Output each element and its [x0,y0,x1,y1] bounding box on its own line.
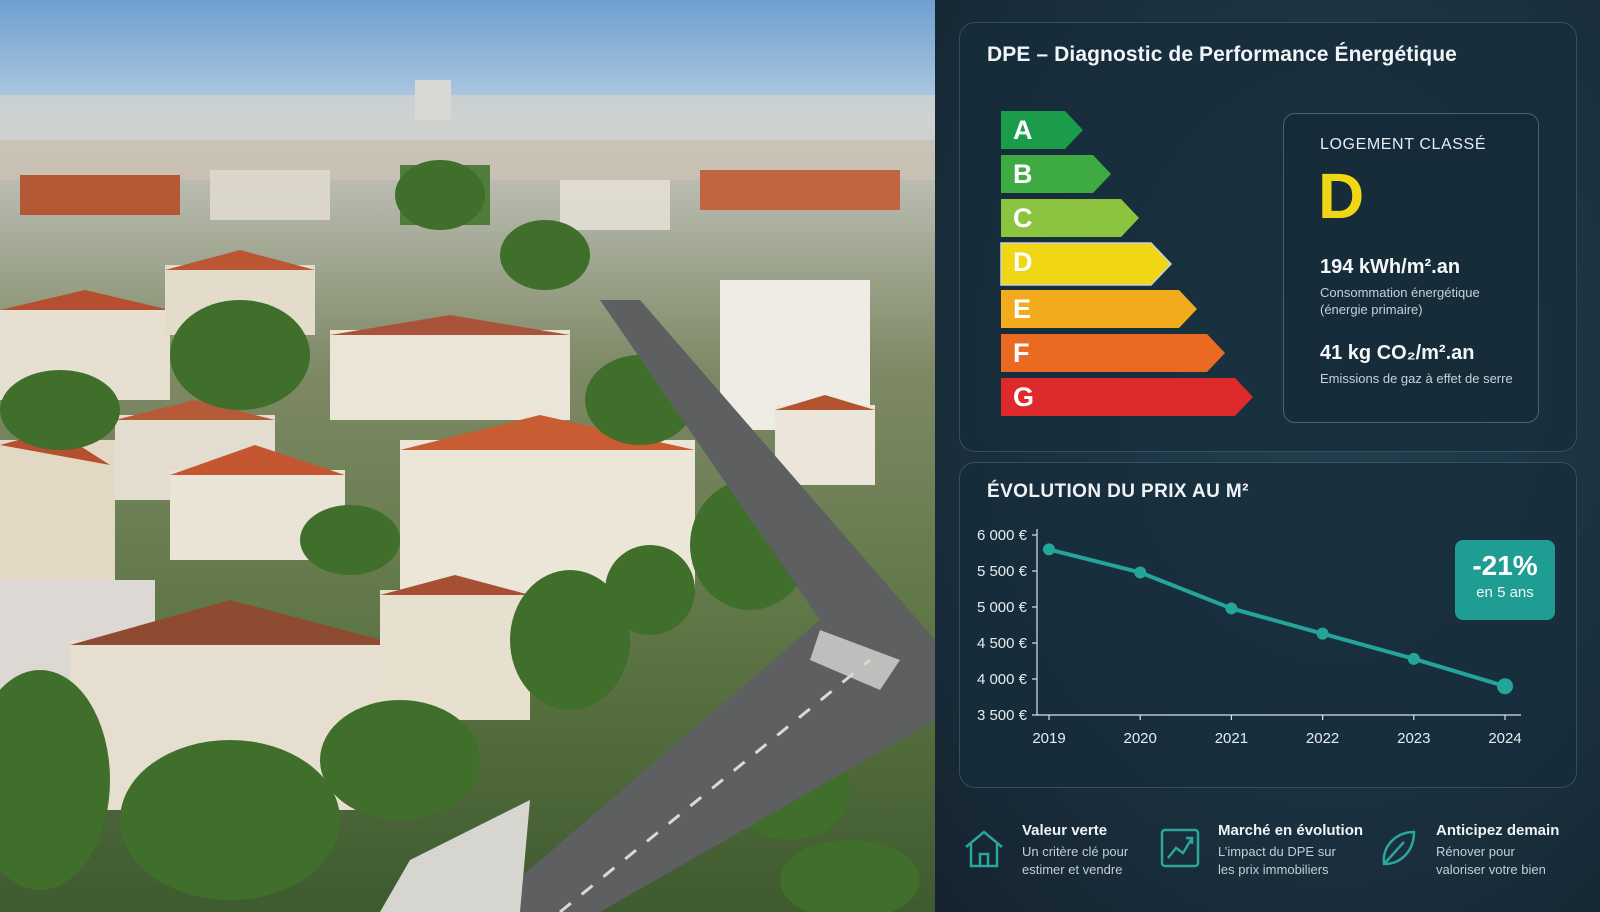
aerial-photo-illustration [0,80,935,912]
energy-class-arrow-a [1001,111,1083,149]
energy-class-label-g: G [1013,382,1035,412]
x-tick-label: 2019 [1032,730,1065,747]
energy-class-label-d: D [1013,247,1033,277]
price-data-point [1043,543,1055,556]
energy-class-label-a: A [1013,115,1033,145]
feature-title: Marché en évolution [1218,822,1364,839]
feature-title: Anticipez demain [1436,822,1560,839]
classification-box: LOGEMENT CLASSÉ D 194 kWh/m².an Consomma… [1283,113,1539,423]
aerial-city-photo [0,0,935,912]
price-change-badge: -21% en 5 ans [1455,540,1555,620]
house-icon [965,830,1003,868]
price-data-point [1316,627,1329,640]
y-tick-label: 5 500 € [977,563,1028,580]
energy-class-arrow-b [1001,155,1111,193]
energy-class-arrow-d [1000,242,1173,286]
price-change-period: en 5 ans [1476,584,1534,601]
emissions-description: Emissions de gaz à effet de serre [1320,371,1513,386]
chart-icon [1160,828,1200,868]
feature-description: L’impact du DPE sur les prix immobiliers [1218,844,1336,877]
x-tick-label: 2020 [1124,730,1157,747]
feature-title: Valeur verte [1022,822,1108,839]
x-tick-label: 2022 [1306,730,1339,747]
y-tick-label: 4 000 € [977,671,1028,688]
leaf-icon [1382,830,1416,866]
emissions-value: 41 kg CO₂/m².an [1320,342,1475,364]
x-tick-label: 2024 [1488,730,1521,747]
classification-label: LOGEMENT CLASSÉ [1320,136,1487,153]
consumption-value: 194 kWh/m².an [1320,256,1461,278]
energy-class-label-c: C [1013,203,1033,233]
price-line-chart: 6 000 € 5 500 € 5 000 € 4 500 € 4 000 € 3 500… [977,527,1522,747]
price-change-value: -21% [1472,550,1538,581]
price-data-point [1407,652,1420,665]
classification-letter: D [1318,160,1365,232]
price-data-point [1225,602,1238,615]
feature-description: Rénover pour valoriser votre bien [1436,844,1546,877]
energy-class-arrow-g [1001,378,1253,416]
price-data-point [1497,678,1513,695]
y-tick-label: 3 500 € [977,707,1028,724]
chart-title: ÉVOLUTION DU PRIX AU M² [987,481,1249,502]
y-tick-label: 4 500 € [977,635,1028,652]
energy-class-label-f: F [1013,338,1030,368]
feature-valeur-verte: Valeur verte Un critère clé pour estimer… [960,818,1150,888]
y-tick-label: 5 000 € [977,599,1028,616]
feature-list: Valeur verte Un critère clé pour estimer… [960,818,1600,888]
price-chart-card [959,462,1577,788]
consumption-description: Consommation énergétique (énergie primai… [1320,285,1480,317]
x-tick-label: 2023 [1397,730,1430,747]
energy-class-label-e: E [1013,294,1032,324]
energy-class-arrow-f [1001,334,1225,372]
page-title: DPE – Diagnostic de Performance Énergéti… [987,43,1457,66]
feature-anticipez: Anticipez demain Rénover pour valoriser … [1374,818,1594,888]
energy-class-arrow-c [1001,199,1139,237]
feature-marche: Marché en évolution L’impact du DPE sur … [1156,818,1366,888]
y-tick-label: 6 000 € [977,527,1028,544]
price-series-line [1047,547,1507,689]
x-tick-label: 2021 [1215,730,1248,747]
energy-class-label-b: B [1013,159,1033,189]
price-data-point [1134,566,1147,579]
dpe-info-panel: DPE – Diagnostic de Performance Énergéti… [935,0,1600,912]
energy-class-arrow-e [1001,290,1197,328]
feature-description: Un critère clé pour estimer et vendre [1022,844,1129,877]
